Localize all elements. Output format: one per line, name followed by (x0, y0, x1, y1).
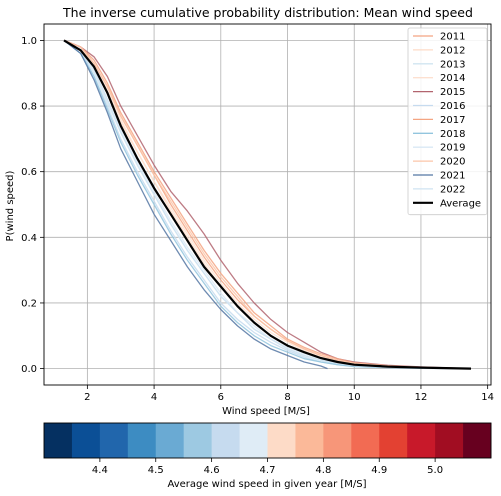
colorbar-segment (379, 423, 408, 458)
colorbar-segment (44, 423, 73, 458)
colorbar-segment (155, 423, 185, 458)
legend-label: 2012 (440, 45, 465, 56)
y-tick-label: 0.8 (21, 102, 37, 113)
colorbar-segment (463, 423, 492, 458)
chart-title: The inverse cumulative probability distr… (62, 5, 473, 20)
legend-label: 2016 (440, 101, 465, 112)
series-line-2020 (63, 39, 472, 370)
colorbar-tick-label: 4.6 (204, 465, 220, 476)
x-tick-label: 2 (84, 392, 90, 403)
series-line-2021 (63, 39, 328, 370)
legend-label: 2022 (440, 184, 465, 195)
colorbar: 4.4 4.5 4.6 4.7 4.8 4.9 5.0 (43, 422, 492, 476)
legend-label: 2020 (440, 157, 465, 168)
colorbar-segment (127, 423, 157, 458)
series-line-average (63, 39, 472, 370)
colorbar-tick-label: 4.5 (148, 465, 164, 476)
colorbar-tick-label: 4.4 (92, 465, 108, 476)
y-tick-label: 0.0 (21, 364, 37, 375)
legend-label: 2013 (440, 59, 465, 70)
colorbar-segment (323, 423, 352, 458)
legend-box (407, 27, 488, 216)
colorbar-segment (99, 423, 129, 458)
y-tick-label: 0.6 (21, 167, 37, 178)
legend-label: 2019 (440, 143, 465, 154)
legend-label: 2017 (440, 115, 465, 126)
plot-frame (43, 23, 492, 386)
colorbar-segment (211, 423, 240, 458)
y-tick-label: 0.4 (21, 233, 37, 244)
x-tick-label: 14 (481, 392, 494, 403)
colorbar-segment (267, 423, 296, 458)
x-tick-label: 10 (348, 392, 361, 403)
y-tick-label: 1.0 (21, 36, 37, 47)
colorbar-tick-label: 4.7 (260, 465, 276, 476)
colorbar-tick-label: 4.8 (315, 465, 331, 476)
x-tick-label: 4 (151, 392, 157, 403)
series-line-2017 (63, 39, 472, 370)
x-axis-label: Wind speed [M/S] (222, 406, 310, 417)
y-axis-label: P(wind speed) (5, 170, 16, 241)
legend-label: 2011 (440, 32, 465, 43)
colorbar-segment (239, 423, 268, 458)
legend-label: 2014 (440, 73, 465, 84)
colorbar-segment (183, 423, 213, 458)
legend-label: Average (440, 198, 481, 209)
colorbar-label: Average wind speed in given year [M/S] (167, 479, 366, 490)
colorbar-segment (295, 423, 324, 458)
colorbar-tick-label: 4.9 (371, 465, 387, 476)
colorbar-tick-label: 5.0 (427, 465, 443, 476)
legend-label: 2018 (440, 129, 465, 140)
colorbar-segment (435, 423, 464, 458)
colorbar-segment (351, 423, 380, 458)
series-line-2018 (63, 39, 472, 370)
x-tick-label: 12 (415, 392, 428, 403)
y-tick-label: 0.2 (21, 298, 37, 309)
x-tick-label: 8 (284, 392, 290, 403)
colorbar-segment (71, 423, 101, 458)
x-tick-label: 6 (218, 392, 224, 403)
legend-label: 2015 (440, 87, 465, 98)
legend: 2011 2012 2013 2014 2015 2016 2017 2018 2019 2020… (407, 27, 488, 216)
colorbar-segment (407, 423, 436, 458)
legend-label: 2021 (440, 171, 465, 182)
